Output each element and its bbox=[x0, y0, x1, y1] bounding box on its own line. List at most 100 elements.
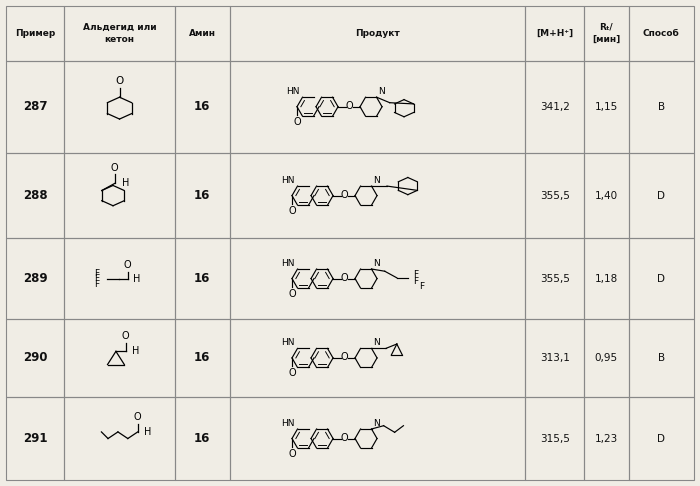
Bar bbox=[174, 6, 230, 61]
Bar bbox=[526, 238, 584, 319]
Bar bbox=[230, 153, 526, 238]
Text: 16: 16 bbox=[194, 432, 210, 445]
Text: N: N bbox=[372, 419, 379, 428]
Text: F: F bbox=[413, 270, 419, 279]
Text: D: D bbox=[657, 191, 665, 201]
Bar bbox=[629, 153, 694, 238]
Bar bbox=[6, 153, 64, 238]
Bar bbox=[629, 397, 694, 480]
Text: Амин: Амин bbox=[188, 29, 216, 38]
Text: Альдегид или
кетон: Альдегид или кетон bbox=[83, 23, 156, 44]
Bar bbox=[6, 238, 64, 319]
Text: Rₜ/
[мин]: Rₜ/ [мин] bbox=[592, 23, 620, 44]
Bar bbox=[629, 6, 694, 61]
Bar bbox=[6, 6, 64, 61]
Bar bbox=[230, 238, 526, 319]
Text: O: O bbox=[340, 352, 348, 363]
Text: F: F bbox=[94, 274, 99, 283]
Text: 315,5: 315,5 bbox=[540, 434, 570, 444]
Text: O: O bbox=[345, 101, 353, 111]
Text: D: D bbox=[657, 434, 665, 444]
Text: O: O bbox=[111, 163, 118, 173]
Text: F: F bbox=[413, 277, 419, 286]
Text: HN: HN bbox=[281, 419, 295, 428]
Bar bbox=[64, 238, 174, 319]
Text: O: O bbox=[288, 449, 296, 459]
Text: 341,2: 341,2 bbox=[540, 102, 570, 112]
Text: H: H bbox=[144, 427, 151, 437]
Text: N: N bbox=[372, 176, 379, 185]
Text: O: O bbox=[134, 412, 141, 422]
Bar bbox=[584, 61, 629, 153]
Text: O: O bbox=[340, 190, 348, 200]
Text: Пример: Пример bbox=[15, 29, 55, 38]
Bar bbox=[64, 6, 174, 61]
Text: 290: 290 bbox=[23, 351, 48, 364]
Bar bbox=[64, 61, 174, 153]
Text: Способ: Способ bbox=[643, 29, 680, 38]
Text: F: F bbox=[94, 279, 99, 289]
Bar bbox=[584, 238, 629, 319]
Text: H: H bbox=[133, 274, 141, 283]
Text: 287: 287 bbox=[23, 100, 48, 113]
Text: HN: HN bbox=[281, 259, 295, 268]
Text: Продукт: Продукт bbox=[355, 29, 400, 38]
Text: N: N bbox=[372, 338, 379, 347]
Bar bbox=[584, 6, 629, 61]
Text: O: O bbox=[340, 273, 348, 283]
Text: HN: HN bbox=[286, 87, 300, 96]
Text: O: O bbox=[288, 289, 296, 299]
Text: O: O bbox=[288, 206, 296, 216]
Bar bbox=[6, 319, 64, 397]
Bar bbox=[174, 397, 230, 480]
Text: B: B bbox=[658, 102, 665, 112]
Text: 16: 16 bbox=[194, 351, 210, 364]
Text: D: D bbox=[657, 274, 665, 283]
Text: N: N bbox=[372, 259, 379, 268]
Text: HN: HN bbox=[281, 176, 295, 185]
Bar bbox=[174, 319, 230, 397]
Bar bbox=[584, 153, 629, 238]
Text: 1,15: 1,15 bbox=[595, 102, 618, 112]
Text: H: H bbox=[122, 178, 130, 189]
Text: 355,5: 355,5 bbox=[540, 274, 570, 283]
Bar bbox=[6, 61, 64, 153]
Text: HN: HN bbox=[281, 338, 295, 347]
Bar bbox=[64, 397, 174, 480]
Text: O: O bbox=[122, 331, 130, 341]
Text: O: O bbox=[288, 368, 296, 379]
Text: 1,23: 1,23 bbox=[595, 434, 618, 444]
Text: [M+H⁺]: [M+H⁺] bbox=[536, 29, 573, 38]
Text: 1,40: 1,40 bbox=[595, 191, 618, 201]
Text: 16: 16 bbox=[194, 100, 210, 113]
Text: 16: 16 bbox=[194, 272, 210, 285]
Bar bbox=[174, 153, 230, 238]
Text: 289: 289 bbox=[23, 272, 48, 285]
Text: 1,18: 1,18 bbox=[595, 274, 618, 283]
Text: B: B bbox=[658, 353, 665, 363]
Bar bbox=[526, 397, 584, 480]
Bar bbox=[584, 397, 629, 480]
Bar bbox=[629, 238, 694, 319]
Text: O: O bbox=[340, 433, 348, 443]
Bar bbox=[584, 319, 629, 397]
Bar bbox=[230, 6, 526, 61]
Bar bbox=[230, 61, 526, 153]
Bar bbox=[526, 61, 584, 153]
Text: O: O bbox=[116, 76, 124, 87]
Bar bbox=[526, 6, 584, 61]
Text: 16: 16 bbox=[194, 189, 210, 202]
Bar bbox=[230, 319, 526, 397]
Bar bbox=[174, 238, 230, 319]
Text: 291: 291 bbox=[23, 432, 48, 445]
Text: N: N bbox=[377, 87, 384, 96]
Text: H: H bbox=[132, 347, 139, 356]
Text: O: O bbox=[124, 260, 132, 270]
Bar bbox=[526, 319, 584, 397]
Bar bbox=[629, 61, 694, 153]
Bar bbox=[174, 61, 230, 153]
Text: O: O bbox=[293, 117, 301, 127]
Text: 355,5: 355,5 bbox=[540, 191, 570, 201]
Bar bbox=[629, 319, 694, 397]
Bar bbox=[64, 153, 174, 238]
